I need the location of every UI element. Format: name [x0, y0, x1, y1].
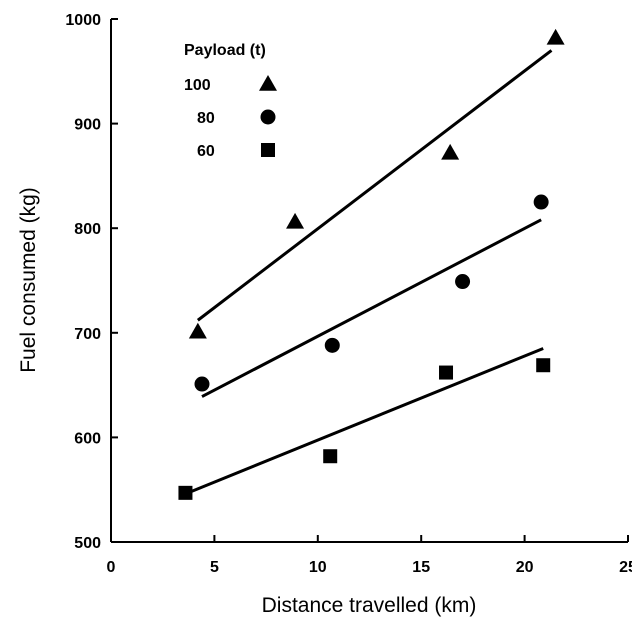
point-60-2: [323, 449, 338, 464]
y-tick-label-1000: 1000: [65, 12, 101, 29]
legend-marker-80: [260, 109, 276, 125]
x-tick-label-20: 20: [516, 559, 534, 576]
point-60-3: [439, 365, 454, 380]
x-axis-label: Distance travelled (km): [262, 594, 477, 617]
point-80-2: [324, 337, 340, 353]
point-100-2: [286, 212, 305, 229]
legend: Payload (t) 100 80 60: [184, 42, 277, 160]
y-tick-label-900: 900: [74, 117, 101, 134]
point-80-3: [455, 274, 471, 290]
legend-marker-60: [261, 143, 275, 157]
point-80-4: [533, 194, 549, 210]
x-tick-label-10: 10: [309, 559, 327, 576]
point-100-1: [188, 322, 207, 339]
x-tick-label-5: 5: [210, 559, 219, 576]
legend-label-80: 80: [197, 110, 215, 127]
point-80-1: [194, 376, 210, 392]
y-tick-label-600: 600: [74, 430, 101, 447]
y-tick-label-800: 800: [74, 221, 101, 238]
y-tick-label-700: 700: [74, 326, 101, 343]
x-tick-label-0: 0: [107, 559, 116, 576]
point-60-1: [178, 485, 193, 500]
y-tick-label-500: 500: [74, 535, 101, 552]
point-100-3: [441, 143, 460, 160]
point-100-4: [546, 28, 565, 45]
fit-line-60: [184, 347, 544, 496]
legend-label-60: 60: [197, 143, 215, 160]
fit-lines: [184, 49, 553, 496]
x-axis: 0 5 10 15 20 25: [107, 535, 632, 576]
point-60-4: [536, 358, 551, 373]
legend-title: Payload (t): [184, 42, 266, 59]
x-tick-label-15: 15: [412, 559, 430, 576]
y-axis-label: Fuel consumed (kg): [17, 187, 40, 373]
data-points: [178, 28, 565, 500]
x-tick-label-25: 25: [619, 559, 632, 576]
fit-line-100: [196, 49, 553, 322]
legend-label-100: 100: [184, 77, 211, 94]
fit-line-80: [201, 218, 542, 398]
y-axis: 500 600 700 800 900 1000: [65, 12, 118, 552]
legend-marker-100: [259, 75, 277, 91]
